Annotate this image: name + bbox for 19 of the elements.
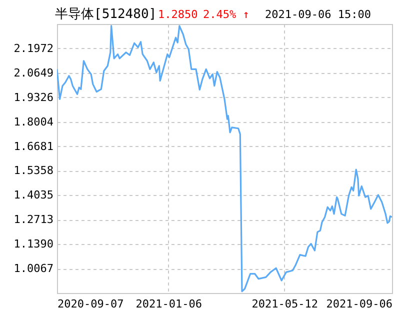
y-tick-label: 1.5358 [14, 164, 54, 178]
y-tick-label: 1.0067 [14, 262, 54, 276]
y-tick-label: 2.0649 [14, 66, 54, 80]
text: 2.45% ↑ [203, 8, 250, 21]
text: 1.2850 [158, 8, 198, 21]
chart-title: 半导体[512480] [55, 7, 157, 22]
text: 2021-09-06 15:00 [265, 8, 371, 21]
y-tick-label: 1.8004 [14, 115, 54, 128]
x-tick-label: 2021-09-06 [326, 298, 392, 310]
y-tick-label: 2.1972 [14, 42, 54, 55]
x-tick-label: 2021-01-06 [136, 298, 202, 310]
x-tick-label: 2021-05-12 [252, 298, 318, 310]
y-tick-label: 1.6681 [14, 140, 54, 153]
y-tick-label: 1.2713 [14, 213, 54, 226]
y-tick-label: 1.4035 [14, 188, 54, 202]
y-tick-label: 1.9326 [14, 90, 54, 104]
x-tick-label: 2020-09-07 [58, 298, 124, 310]
y-tick-label: 1.1390 [14, 238, 54, 251]
line-series [57, 24, 392, 292]
